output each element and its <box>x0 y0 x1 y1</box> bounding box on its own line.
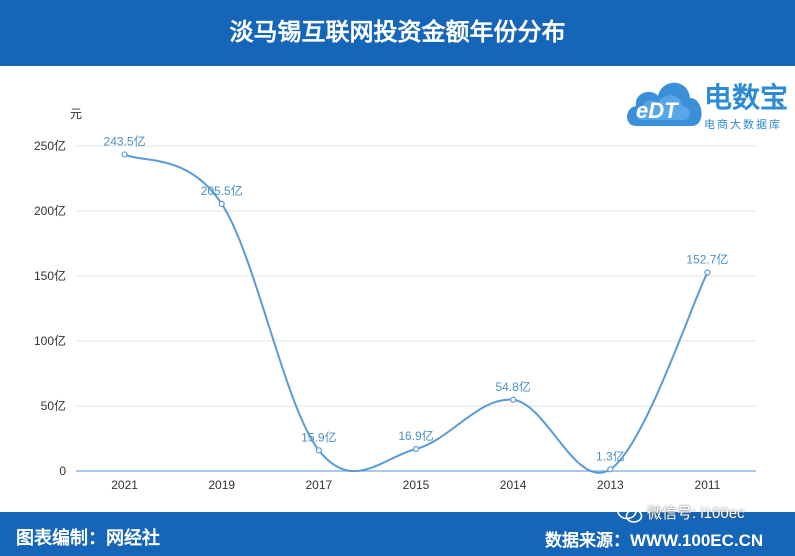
data-points <box>121 151 711 473</box>
data-labels: 243.5亿 205.5亿 15.9亿 16.9亿 54.8亿 1.3亿 152.7亿 <box>104 133 729 463</box>
y-tick-label: 100亿 <box>34 333 66 348</box>
x-tick-labels: 2021 2019 2017 2015 2014 2013 2011 <box>111 478 720 492</box>
header-bar: 淡马锡互联网投资金额年份分布 <box>0 0 795 66</box>
data-label: 54.8亿 <box>495 379 530 394</box>
logo-sub-text: 电商大数据库 <box>704 119 782 131</box>
data-point <box>510 396 517 403</box>
edianbao-logo: eDT 电数宝 电商大数据库 <box>622 68 790 134</box>
x-tick-label: 2015 <box>403 478 430 492</box>
data-point <box>607 466 614 473</box>
page-title: 淡马锡互联网投资金额年份分布 <box>229 19 566 46</box>
data-label: 243.5亿 <box>104 133 146 148</box>
x-tick-label: 2019 <box>208 478 235 492</box>
y-tick-label: 250亿 <box>34 138 66 153</box>
y-axis-label: 元 <box>70 107 82 121</box>
data-point <box>704 269 711 276</box>
footer-bar: 图表编制：网经社 数据来源：WWW.100EC.CN <box>0 512 795 556</box>
cloud-icon <box>627 82 702 126</box>
y-tick-label: 50亿 <box>41 398 66 413</box>
y-tick-label: 200亿 <box>34 203 66 218</box>
data-label: 152.7亿 <box>686 251 728 266</box>
series-line <box>124 153 709 474</box>
data-point <box>121 151 128 158</box>
x-tick-label: 2014 <box>500 478 527 492</box>
grid-lines <box>76 145 756 472</box>
footer-data-source: 数据来源：WWW.100EC.CN <box>545 531 764 550</box>
x-tick-label: 2011 <box>695 478 721 492</box>
logo-cloud-text: eDT <box>636 98 678 123</box>
x-tick-label: 2021 <box>111 478 138 492</box>
wechat-id-text: 微信号: i100ec <box>647 505 745 522</box>
y-tick-label: 0 <box>59 464 66 478</box>
logo-main-text: 电数宝 <box>704 82 789 113</box>
y-tick-labels: 0 50亿 100亿 150亿 200亿 250亿 <box>34 138 66 478</box>
y-tick-label: 150亿 <box>34 268 66 283</box>
x-tick-label: 2013 <box>597 478 624 492</box>
data-point <box>412 445 420 453</box>
data-label: 16.9亿 <box>398 428 433 443</box>
x-tick-label: 2017 <box>306 478 333 492</box>
data-point <box>218 200 225 207</box>
wechat-watermark: 微信号: i100ec <box>617 500 767 524</box>
wechat-icon <box>617 502 643 523</box>
data-label: 1.3亿 <box>596 448 625 463</box>
data-label: 205.5亿 <box>201 183 243 198</box>
data-point <box>315 447 322 454</box>
data-label: 15.9亿 <box>301 429 336 444</box>
footer-source-editor: 图表编制：网经社 <box>16 528 160 548</box>
